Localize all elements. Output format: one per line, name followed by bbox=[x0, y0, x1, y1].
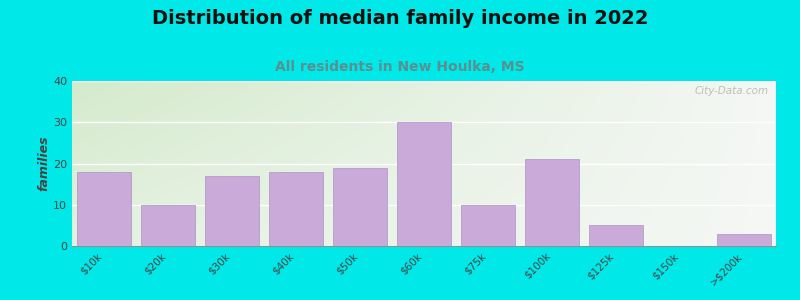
Bar bbox=[397, 122, 451, 246]
Text: All residents in New Houlka, MS: All residents in New Houlka, MS bbox=[275, 60, 525, 74]
Bar bbox=[589, 225, 643, 246]
Text: Distribution of median family income in 2022: Distribution of median family income in … bbox=[152, 9, 648, 28]
Y-axis label: families: families bbox=[38, 136, 50, 191]
Bar bbox=[333, 168, 387, 246]
Bar bbox=[205, 176, 259, 246]
Bar bbox=[717, 234, 771, 246]
Bar bbox=[77, 172, 131, 246]
Bar bbox=[525, 159, 579, 246]
Bar bbox=[269, 172, 323, 246]
Text: City-Data.com: City-Data.com bbox=[695, 86, 769, 96]
Bar bbox=[461, 205, 515, 246]
Bar bbox=[141, 205, 195, 246]
